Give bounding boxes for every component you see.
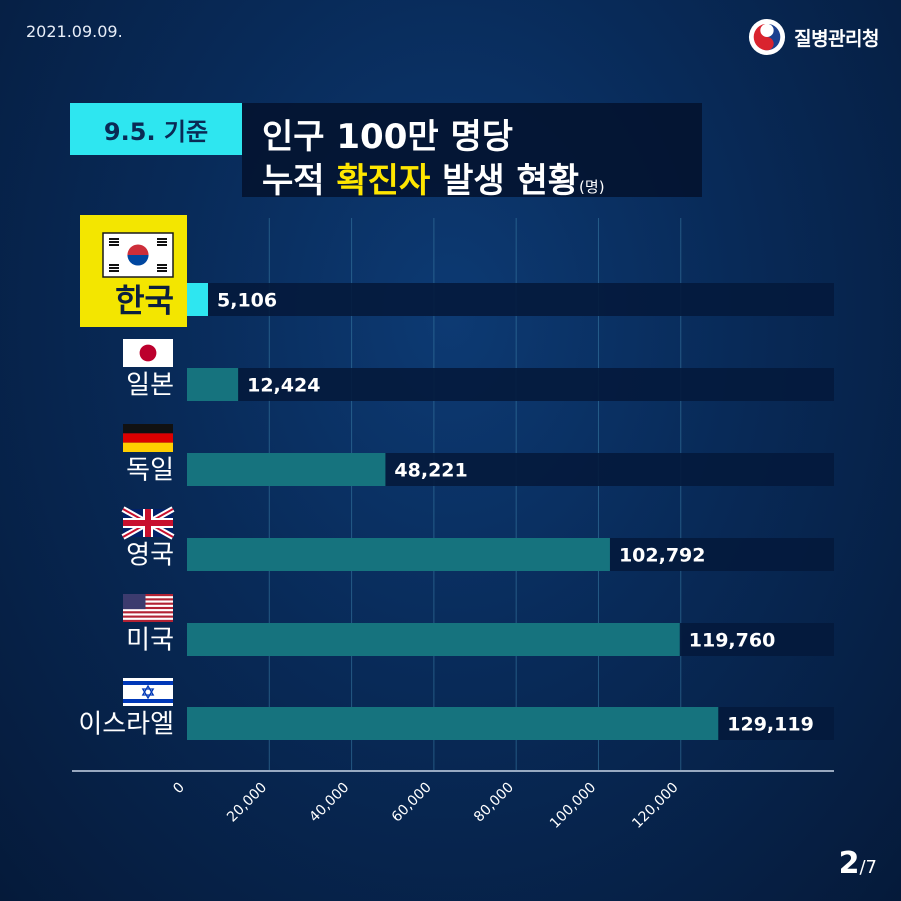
value-label-4: 119,760 [689, 630, 776, 652]
category-label-2: 독일 [126, 456, 174, 486]
bar-track-1 [187, 368, 834, 401]
logo-text: 질병관리청 [794, 27, 879, 50]
category-label-4: 미국 [126, 626, 174, 656]
value-label-1: 12,424 [247, 375, 320, 397]
japan-flag-icon [123, 339, 173, 367]
x-tick-label-0: 0 [170, 780, 188, 798]
date-badge: 9.5. 기준 [70, 103, 242, 155]
page-total: /7 [859, 857, 877, 878]
korea-flag-icon [102, 232, 174, 278]
category-label-3: 영국 [126, 541, 174, 571]
israel-flag-icon [123, 678, 173, 706]
bar-1 [187, 368, 239, 401]
uk-flag-icon [121, 506, 175, 540]
value-label-0: 5,106 [217, 290, 277, 312]
bar-track-0 [187, 283, 834, 316]
x-tick-label-3: 60,000 [389, 780, 435, 826]
germany-flag-icon [123, 424, 173, 452]
value-label-3: 102,792 [619, 545, 706, 567]
bar-3 [187, 538, 610, 571]
bar-0 [187, 283, 209, 316]
chart-title: 인구 100만 명당 누적 확진자 발생 현황(명) [242, 103, 702, 201]
category-label-5: 이스라엘 [78, 710, 174, 740]
value-label-2: 48,221 [394, 460, 467, 482]
bar-4 [187, 623, 680, 656]
title-highlight: 확진자 [336, 161, 431, 201]
page-current: 2 [838, 846, 860, 881]
date-label: 2021.09.09. [26, 22, 123, 41]
title-part-1: 누적 [262, 161, 337, 201]
title-part-2: 발생 현황 [430, 161, 580, 201]
value-label-5: 129,119 [727, 714, 814, 736]
title-line-1: 인구 100만 명당 [262, 117, 514, 157]
kdca-emblem-icon [749, 18, 786, 56]
x-tick-label-6: 120,000 [629, 780, 681, 832]
bar-2 [187, 453, 386, 486]
bar-5 [187, 707, 719, 740]
category-label-0: 한국 [115, 282, 174, 320]
title-unit: (명) [579, 178, 605, 196]
x-tick-label-4: 80,000 [471, 780, 517, 826]
usa-flag-icon [123, 594, 173, 622]
page-indicator: 2/7 [839, 846, 877, 881]
x-tick-label-2: 40,000 [306, 780, 352, 826]
title-line-2: 누적 확진자 발생 현황(명) [262, 153, 605, 202]
x-tick-label-5: 100,000 [547, 780, 599, 832]
category-label-1: 일본 [126, 371, 174, 401]
kdca-logo: 질병관리청 [748, 18, 879, 56]
x-tick-label-1: 20,000 [224, 780, 270, 826]
